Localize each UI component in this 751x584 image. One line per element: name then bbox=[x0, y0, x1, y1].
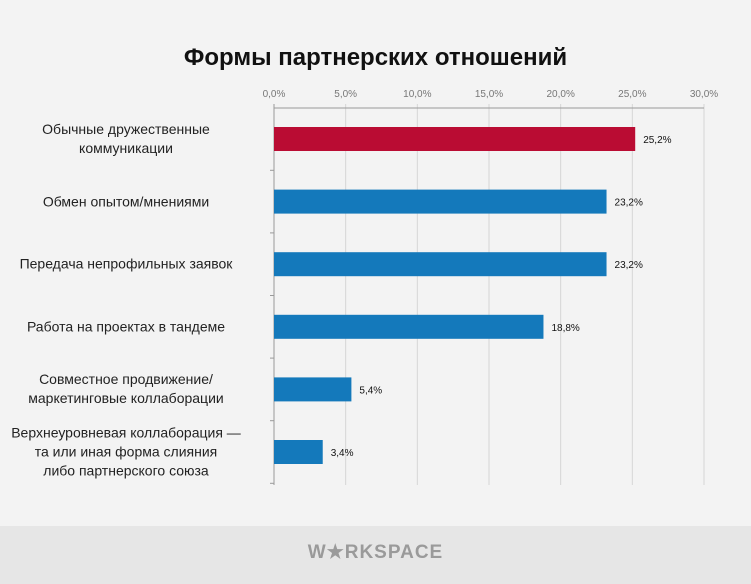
data-label: 18,8% bbox=[551, 323, 579, 334]
data-label: 23,2% bbox=[615, 198, 643, 209]
data-label: 5,4% bbox=[359, 385, 382, 396]
category-label: Верхнеуровневая коллаборация — та или ина… bbox=[11, 424, 241, 479]
category-label: Обмен опытом/мнениями bbox=[42, 193, 210, 210]
category-label: Совместное продвижение/маркетинговые кол… bbox=[28, 371, 224, 407]
bar bbox=[274, 127, 636, 151]
x-tick-label: 20,0% bbox=[546, 89, 574, 100]
bar bbox=[274, 252, 607, 277]
workspace-logo: W★RKSPACE bbox=[307, 542, 444, 563]
category-label: Работа на проектах в тандеме bbox=[26, 318, 226, 335]
category-label: Передача непрофильных заявок bbox=[19, 255, 233, 272]
chart-title: Формы партнерских отношений bbox=[183, 44, 568, 71]
bar bbox=[274, 314, 544, 339]
x-tick-label: 10,0% bbox=[403, 89, 431, 100]
data-label: 3,4% bbox=[331, 448, 354, 459]
x-tick-label: 30,0% bbox=[690, 89, 718, 100]
x-tick-label: 0,0% bbox=[263, 89, 286, 100]
x-tick-label: 15,0% bbox=[475, 89, 503, 100]
category-label: Обычные дружественные коммуникации bbox=[42, 121, 210, 156]
x-tick-label: 25,0% bbox=[618, 89, 646, 100]
bar-chart: 0,0% 5,0% 10,0% 15,0% 20,0% 25,0% 30,0% 25,2% 23… bbox=[263, 89, 718, 485]
data-label: 25,2% bbox=[643, 135, 671, 146]
footer bbox=[0, 526, 751, 584]
x-tick-label: 5,0% bbox=[334, 89, 357, 100]
data-label: 23,2% bbox=[615, 260, 643, 271]
bar bbox=[274, 377, 352, 402]
bar bbox=[274, 189, 607, 214]
bar bbox=[274, 440, 323, 464]
